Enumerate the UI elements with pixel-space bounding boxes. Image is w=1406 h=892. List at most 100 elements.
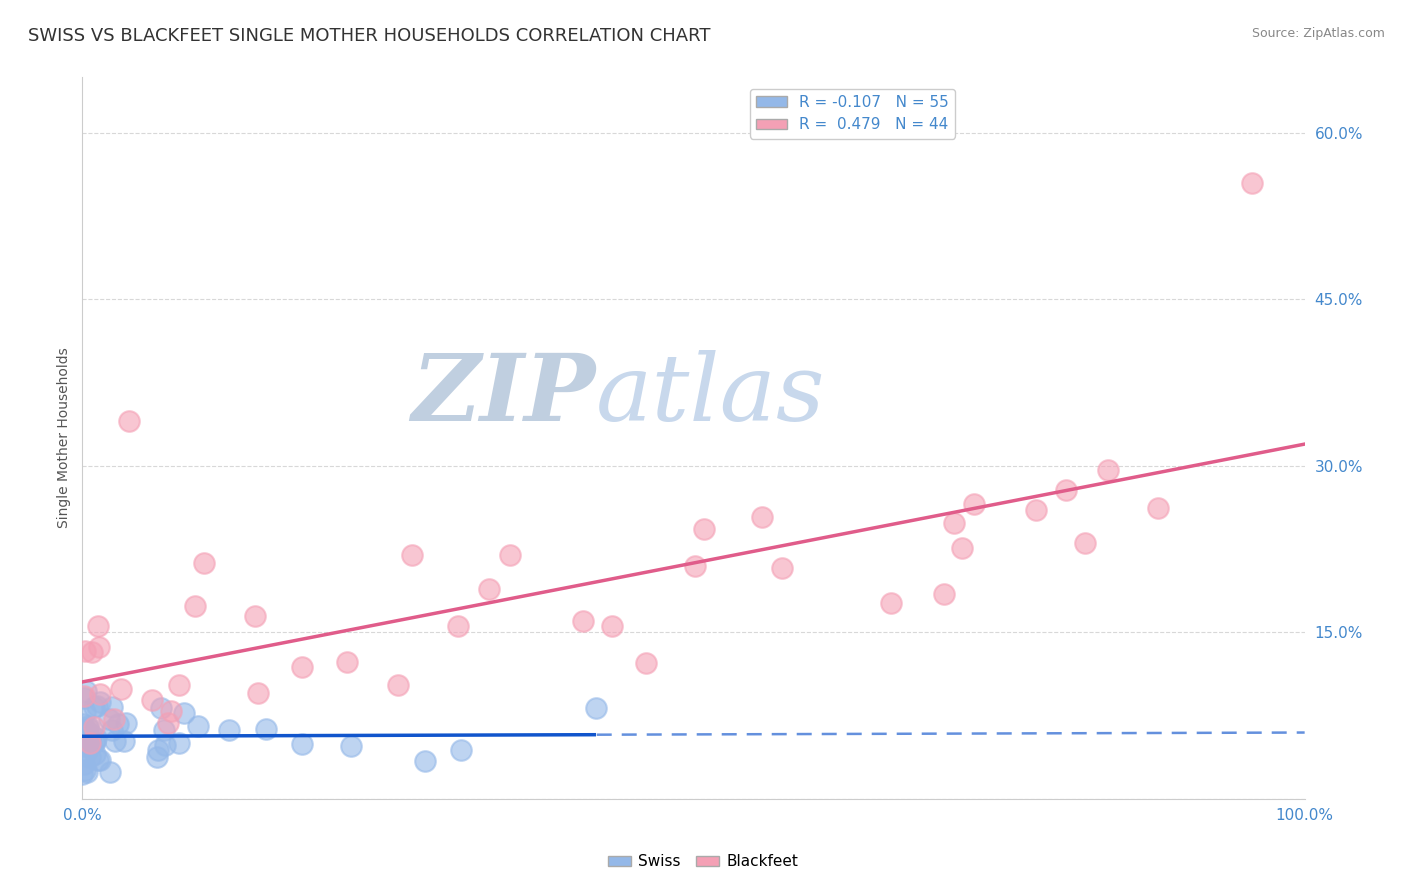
- Point: [413, 754, 436, 768]
- Point: [685, 558, 707, 573]
- Point: [73, 757, 96, 772]
- Text: ZIP: ZIP: [412, 350, 596, 440]
- Point: [76, 723, 98, 738]
- Point: [141, 693, 163, 707]
- Point: [83, 720, 105, 734]
- Point: [73, 731, 96, 746]
- Point: [693, 522, 716, 536]
- Point: [72, 766, 94, 780]
- Point: [86, 699, 108, 714]
- Point: [572, 614, 595, 628]
- Point: [112, 734, 135, 748]
- Point: [76, 719, 98, 733]
- Point: [401, 548, 423, 562]
- Point: [478, 582, 501, 597]
- Point: [101, 699, 124, 714]
- Point: [167, 677, 190, 691]
- Point: [118, 414, 141, 428]
- Point: [1025, 503, 1047, 517]
- Point: [148, 743, 170, 757]
- Point: [336, 655, 359, 669]
- Point: [146, 749, 169, 764]
- Point: [73, 689, 96, 703]
- Point: [75, 723, 97, 738]
- Point: [1054, 483, 1077, 497]
- Point: [169, 736, 191, 750]
- Point: [98, 712, 121, 726]
- Text: Source: ZipAtlas.com: Source: ZipAtlas.com: [1251, 27, 1385, 40]
- Point: [89, 695, 111, 709]
- Point: [72, 717, 94, 731]
- Point: [173, 706, 195, 721]
- Point: [75, 727, 97, 741]
- Point: [72, 731, 94, 745]
- Point: [79, 750, 101, 764]
- Point: [153, 723, 176, 738]
- Point: [75, 724, 97, 739]
- Point: [156, 715, 179, 730]
- Point: [183, 599, 205, 614]
- Point: [86, 753, 108, 767]
- Point: [1073, 536, 1095, 550]
- Point: [153, 738, 176, 752]
- Text: SWISS VS BLACKFEET SINGLE MOTHER HOUSEHOLDS CORRELATION CHART: SWISS VS BLACKFEET SINGLE MOTHER HOUSEHO…: [28, 27, 710, 45]
- Point: [72, 739, 94, 754]
- Point: [75, 684, 97, 698]
- Point: [84, 747, 107, 761]
- Point: [73, 763, 96, 777]
- Point: [291, 660, 314, 674]
- Point: [73, 690, 96, 705]
- Point: [84, 731, 107, 746]
- Point: [101, 723, 124, 737]
- Point: [83, 700, 105, 714]
- Point: [89, 687, 111, 701]
- Point: [76, 764, 98, 779]
- Point: [80, 727, 103, 741]
- Point: [75, 644, 97, 658]
- Point: [160, 704, 183, 718]
- Point: [77, 721, 100, 735]
- Point: [82, 645, 104, 659]
- Point: [72, 735, 94, 749]
- Point: [447, 619, 470, 633]
- Point: [254, 722, 277, 736]
- Point: [87, 619, 110, 633]
- Point: [932, 587, 955, 601]
- Point: [83, 735, 105, 749]
- Point: [942, 516, 965, 530]
- Point: [80, 737, 103, 751]
- Point: [79, 736, 101, 750]
- Point: [387, 678, 409, 692]
- Point: [98, 765, 121, 780]
- Point: [107, 716, 129, 731]
- Point: [218, 723, 240, 737]
- Point: [770, 561, 793, 575]
- Point: [751, 509, 773, 524]
- Point: [450, 743, 472, 757]
- Point: [246, 686, 269, 700]
- Point: [110, 682, 132, 697]
- Text: atlas: atlas: [596, 350, 825, 440]
- Point: [963, 497, 986, 511]
- Point: [243, 608, 266, 623]
- Point: [73, 705, 96, 719]
- Point: [340, 739, 363, 754]
- Legend: R = -0.107   N = 55, R =  0.479   N = 44: R = -0.107 N = 55, R = 0.479 N = 44: [749, 88, 955, 138]
- Point: [83, 735, 105, 749]
- Point: [600, 619, 623, 633]
- Point: [150, 701, 173, 715]
- Point: [87, 640, 110, 654]
- Point: [291, 737, 314, 751]
- Point: [115, 715, 138, 730]
- Point: [950, 541, 973, 555]
- Point: [103, 712, 125, 726]
- Point: [499, 548, 522, 562]
- Point: [1097, 463, 1119, 477]
- Point: [636, 656, 658, 670]
- Point: [76, 744, 98, 758]
- Point: [187, 719, 209, 733]
- Point: [1241, 176, 1264, 190]
- Y-axis label: Single Mother Households: Single Mother Households: [58, 348, 72, 528]
- Point: [193, 556, 215, 570]
- Point: [77, 736, 100, 750]
